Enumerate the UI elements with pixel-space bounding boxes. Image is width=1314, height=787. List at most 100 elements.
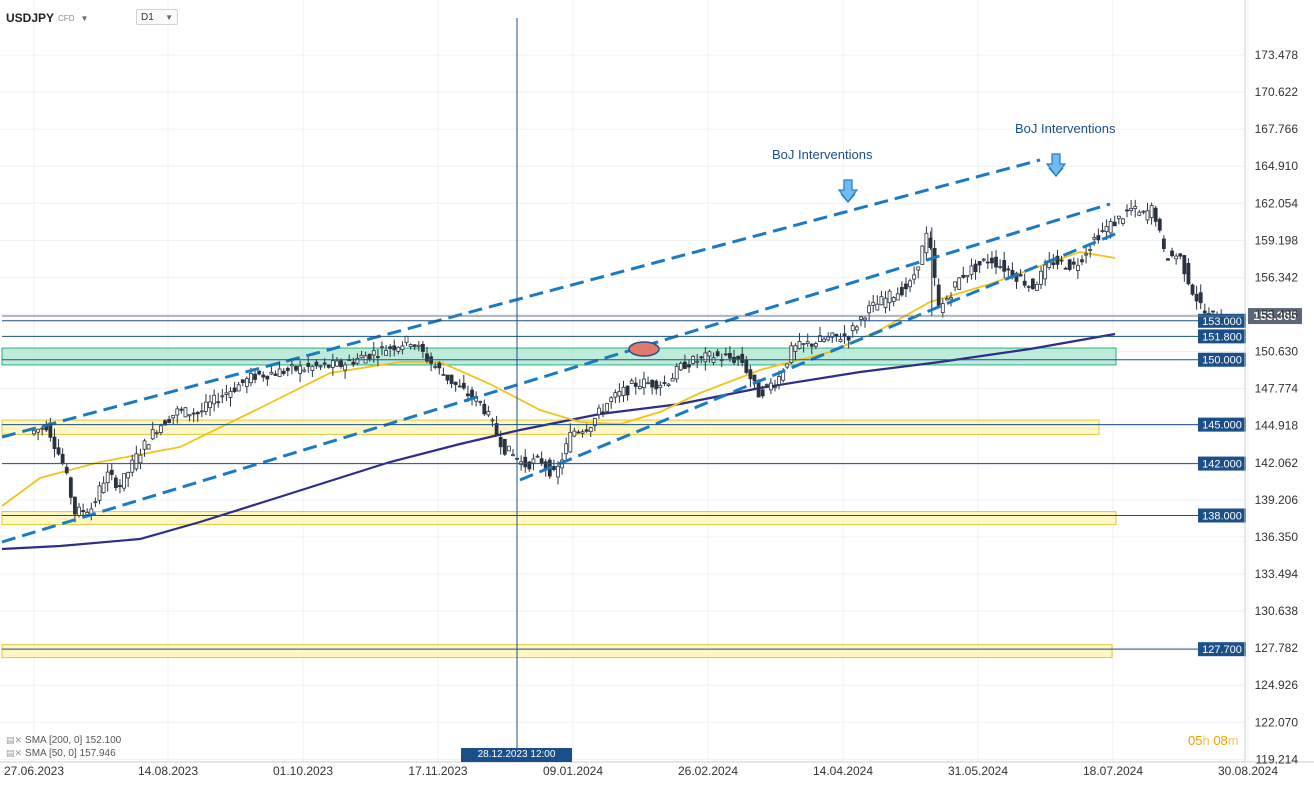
- candle-body: [384, 350, 388, 356]
- down-arrow-icon: [1048, 167, 1064, 177]
- price-zone: [1, 419, 1100, 435]
- candle-body: [981, 258, 986, 261]
- candle-body: [490, 419, 495, 422]
- candle-body: [375, 356, 380, 358]
- timeframe-select[interactable]: D1 ▼: [136, 9, 178, 25]
- candle-body: [875, 303, 880, 311]
- candle-body: [113, 477, 118, 488]
- candle-body: [1080, 259, 1084, 263]
- candle-body: [171, 415, 176, 419]
- candle-body: [461, 382, 466, 389]
- level-label-bg: [1198, 642, 1246, 657]
- sma200-line: [1, 332, 1116, 551]
- candle-body: [412, 344, 417, 347]
- candle-body: [879, 296, 884, 306]
- candle-body: [728, 353, 732, 359]
- candle-body: [437, 362, 442, 369]
- y-tick-label: 159.198: [1255, 233, 1299, 247]
- candle-body: [68, 477, 73, 498]
- candle-body: [482, 403, 487, 415]
- candle-body: [748, 369, 753, 380]
- level-label-bg: [1198, 313, 1246, 328]
- candle-body: [126, 471, 131, 479]
- symbol-selector[interactable]: USDJPY CFD ▼: [6, 8, 88, 28]
- x-tick-label: 09.01.2024: [543, 764, 603, 778]
- candle-body: [388, 346, 393, 349]
- level-label-bg: [1198, 417, 1246, 432]
- candle-body: [850, 325, 855, 332]
- candle-body: [310, 366, 315, 371]
- candle-body: [658, 384, 663, 388]
- candle-body: [1194, 293, 1199, 302]
- candle-body: [994, 256, 998, 268]
- candle-body: [629, 380, 634, 384]
- candle-body: [969, 265, 974, 275]
- candle-body: [302, 369, 307, 372]
- candle-body: [109, 469, 114, 475]
- candle-body: [863, 317, 867, 321]
- candle-body: [187, 414, 192, 417]
- y-tick-label: 124.926: [1255, 678, 1299, 692]
- level-label: 127.700: [1202, 644, 1242, 656]
- settings-icon[interactable]: ▤✕: [6, 735, 23, 745]
- candle-body: [224, 392, 229, 395]
- candle-body: [580, 431, 585, 434]
- candle-body: [867, 305, 872, 314]
- candle-body: [666, 383, 671, 386]
- candle-body: [809, 343, 814, 347]
- y-tick-label: 150.630: [1255, 345, 1299, 359]
- candle-body: [1157, 218, 1162, 231]
- candle-body: [257, 370, 262, 375]
- candle-body: [511, 454, 515, 457]
- candle-body: [678, 362, 683, 371]
- candle-body: [167, 419, 171, 423]
- candle-body: [883, 297, 888, 308]
- legend-sma50[interactable]: ▤✕ SMA [50, 0] 157.946: [6, 747, 121, 760]
- candle-body: [1186, 263, 1191, 285]
- candle-body: [957, 277, 962, 290]
- candle-body: [940, 303, 945, 313]
- settings-icon[interactable]: ▤✕: [6, 748, 23, 758]
- candle-body: [953, 281, 957, 288]
- candle-body: [859, 316, 863, 320]
- candle-body: [453, 381, 458, 385]
- candle-body: [1018, 274, 1023, 277]
- y-tick-label: 142.062: [1255, 456, 1299, 470]
- chevron-down-icon[interactable]: ▼: [80, 13, 89, 23]
- candle-body: [1071, 261, 1076, 265]
- candle-body: [1030, 278, 1035, 290]
- candle-body: [1153, 207, 1158, 222]
- candle-body: [277, 368, 282, 378]
- candle-body: [1039, 270, 1043, 285]
- candle-body: [633, 382, 638, 387]
- candle-body: [130, 459, 135, 473]
- candle-body: [764, 383, 769, 386]
- crosshair-date-label: 28.12.2023 12:00: [461, 748, 572, 762]
- candle-body: [400, 345, 405, 350]
- candle-body: [904, 283, 908, 290]
- candle-body: [285, 367, 290, 371]
- candle-body: [1075, 264, 1080, 271]
- zones: [1, 347, 1117, 659]
- candle-body: [564, 443, 569, 455]
- candle-body: [220, 395, 225, 398]
- candle-body: [1137, 211, 1142, 216]
- candle-body: [625, 385, 630, 396]
- candle-body: [261, 374, 266, 378]
- candle-body: [637, 386, 642, 389]
- candle-body: [695, 360, 700, 363]
- legend-sma200[interactable]: ▤✕ SMA [200, 0] 152.100: [6, 734, 121, 747]
- level-label: 142.000: [1202, 459, 1242, 471]
- candle-body: [1100, 230, 1105, 232]
- candle-body: [899, 287, 904, 296]
- candle-body: [965, 274, 970, 278]
- candle-body: [687, 364, 691, 368]
- countdown-minutes-unit: m: [1227, 733, 1239, 748]
- candle-body: [150, 429, 155, 440]
- annotation-label: BoJ Interventions: [772, 147, 873, 162]
- candle-body: [1026, 286, 1031, 288]
- candle-body: [891, 297, 896, 303]
- candle-body: [1190, 284, 1195, 295]
- candle-body: [355, 358, 360, 364]
